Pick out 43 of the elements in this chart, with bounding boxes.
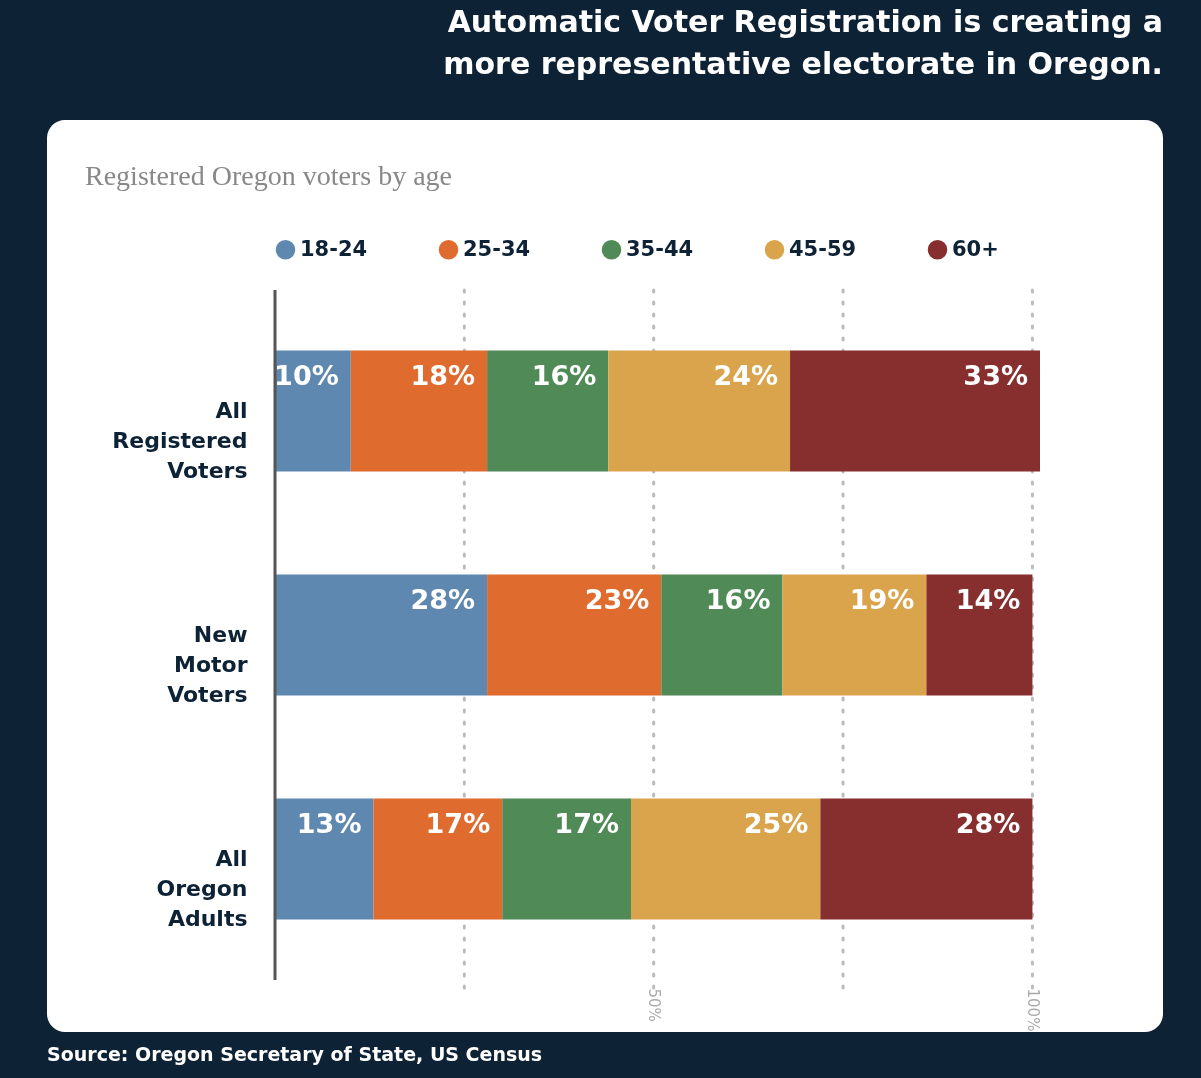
data-label: 17% bbox=[425, 808, 491, 840]
data-label: 23% bbox=[584, 584, 650, 615]
data-label: 16% bbox=[705, 584, 771, 615]
bar bbox=[790, 350, 1040, 472]
data-label: 19% bbox=[849, 584, 915, 615]
data-label: 28% bbox=[955, 808, 1021, 840]
legend-label: 25-34 bbox=[463, 236, 531, 261]
bar bbox=[275, 574, 488, 696]
bar bbox=[782, 574, 927, 696]
bar bbox=[630, 798, 821, 920]
x-tick-label: 100% bbox=[1023, 988, 1042, 1032]
y-tick-label: All Registered Voters bbox=[112, 397, 248, 483]
data-label: 18% bbox=[410, 359, 476, 391]
legend-label: 45-59 bbox=[789, 236, 857, 261]
bar bbox=[502, 798, 631, 920]
data-label: 25% bbox=[743, 808, 809, 840]
bar bbox=[661, 574, 783, 696]
bar bbox=[608, 350, 791, 472]
bar bbox=[487, 574, 662, 696]
chart-subtitle: Registered Oregon voters by age bbox=[85, 160, 452, 191]
y-tick-label: All Oregon Adults bbox=[156, 846, 248, 932]
data-label: 14% bbox=[955, 584, 1021, 615]
bar bbox=[487, 350, 609, 472]
chart-title: Automatic Voter Registration is creating a more representative electorate in Oregon. bbox=[443, 4, 1163, 81]
data-label: 13% bbox=[296, 808, 362, 840]
bar bbox=[275, 350, 351, 472]
source-note: Source: Oregon Secretary of State, US Census bbox=[47, 1043, 543, 1065]
legend-label: 60+ bbox=[952, 236, 999, 261]
y-tick-label: New Motor Voters bbox=[167, 622, 248, 707]
bar bbox=[350, 350, 488, 472]
legend-label: 35-44 bbox=[626, 236, 694, 261]
x-tick-label: 50% bbox=[645, 988, 664, 1022]
bar bbox=[820, 798, 1033, 920]
data-label: 28% bbox=[410, 584, 476, 615]
bar bbox=[926, 574, 1033, 696]
bar bbox=[275, 798, 374, 920]
legend-label: 18-24 bbox=[300, 236, 368, 261]
data-label: 10% bbox=[274, 359, 339, 391]
data-label: 17% bbox=[554, 808, 619, 840]
data-label: 16% bbox=[531, 359, 597, 391]
bar bbox=[373, 798, 503, 920]
data-label: 24% bbox=[713, 359, 779, 391]
data-label: 33% bbox=[963, 359, 1028, 391]
